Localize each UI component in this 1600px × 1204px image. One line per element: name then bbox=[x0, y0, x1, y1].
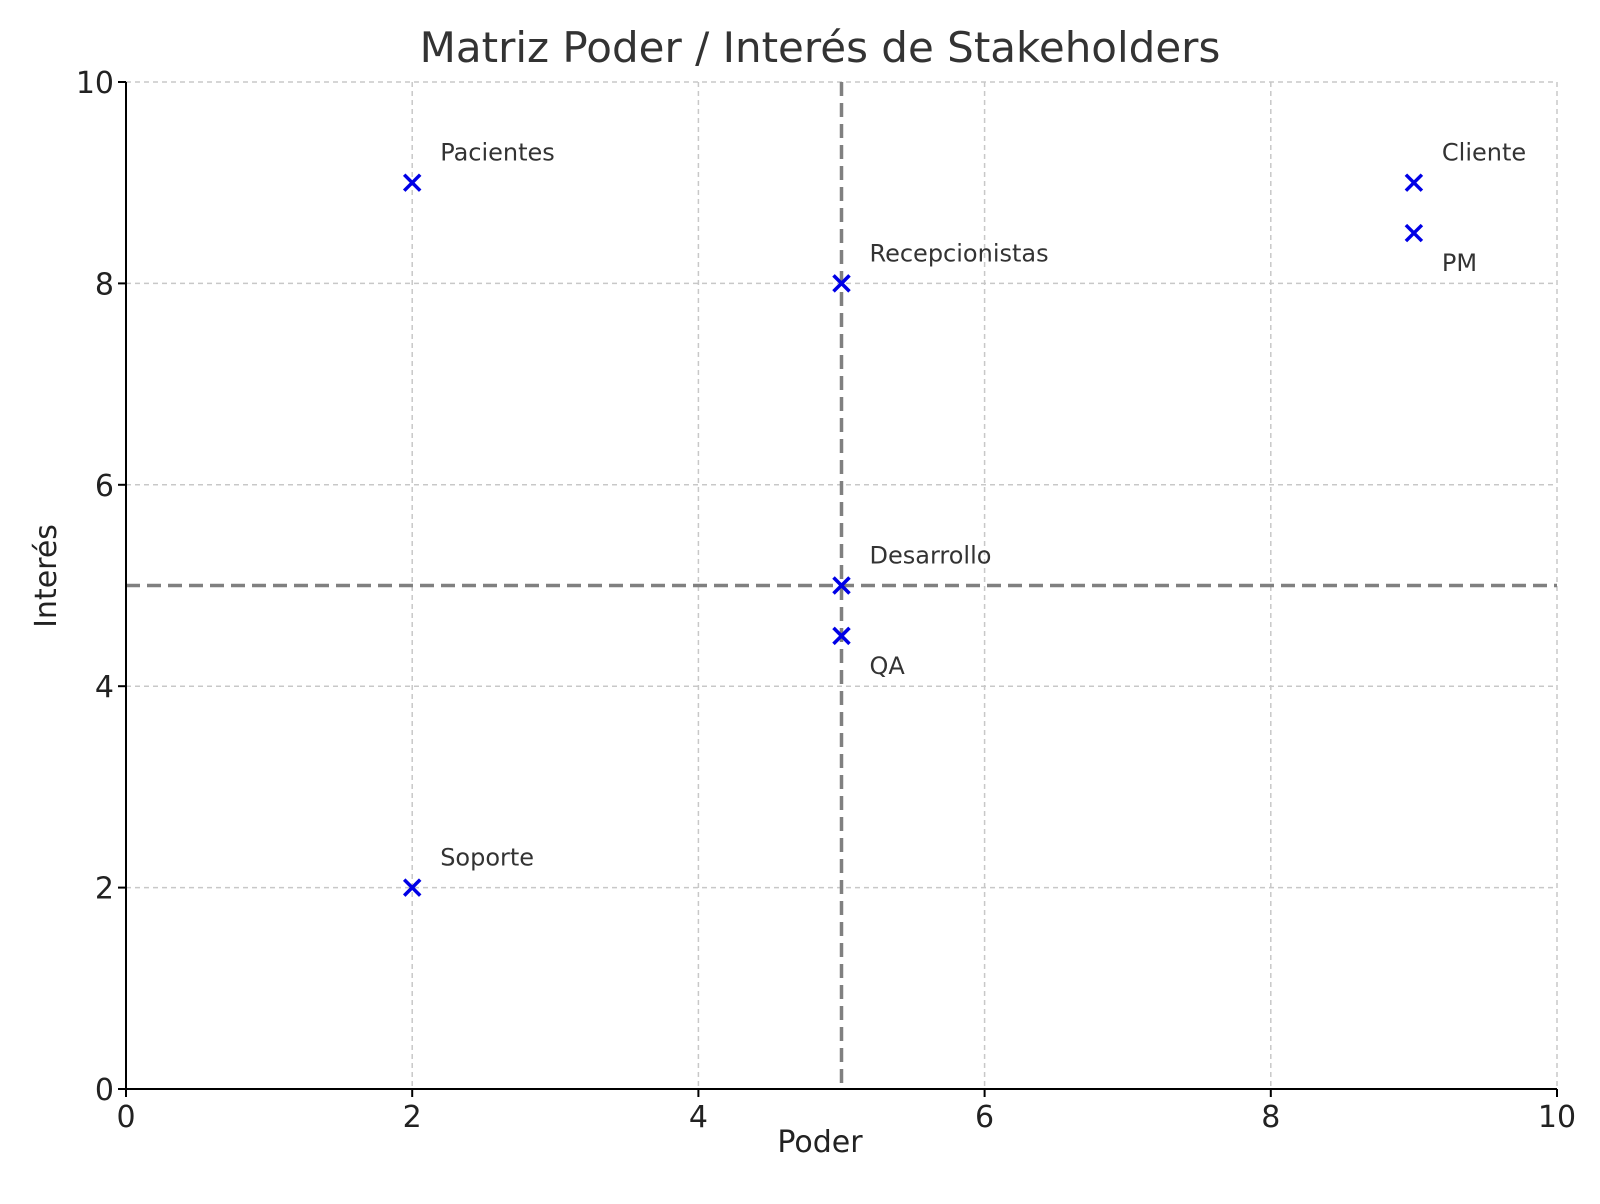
y-axis-label: Interés bbox=[29, 524, 64, 628]
y-tick-label: 4 bbox=[95, 670, 114, 705]
y-tick-label: 8 bbox=[95, 267, 114, 302]
marker-stroke bbox=[832, 626, 851, 646]
point-label-desarrollo: Desarrollo bbox=[870, 542, 992, 570]
point-label-soporte: Soporte bbox=[440, 844, 534, 872]
y-tick-label: 6 bbox=[95, 469, 114, 504]
y-tick-label: 0 bbox=[95, 1073, 114, 1108]
chart-title: Matriz Poder / Interés de Stakeholders bbox=[420, 23, 1221, 72]
marker-stroke bbox=[832, 576, 851, 595]
x-tick-label: 10 bbox=[1538, 1100, 1576, 1135]
data-point-pacientes bbox=[402, 173, 422, 192]
y-tick-label: 10 bbox=[76, 66, 114, 101]
data-points bbox=[402, 173, 1424, 897]
x-tick-label: 2 bbox=[403, 1100, 422, 1135]
data-point-recepcionistas bbox=[832, 274, 851, 293]
data-point-soporte bbox=[402, 878, 422, 897]
data-point-cliente bbox=[1404, 173, 1424, 192]
marker-stroke bbox=[1404, 223, 1424, 243]
point-label-qa: QA bbox=[870, 652, 906, 680]
axes bbox=[125, 82, 1557, 1090]
data-point-qa bbox=[832, 626, 851, 646]
marker-stroke bbox=[1404, 173, 1424, 192]
marker-stroke bbox=[402, 173, 422, 192]
data-point-desarrollo bbox=[832, 576, 851, 595]
y-tick-label: 2 bbox=[95, 872, 114, 907]
point-label-recepcionistas: Recepcionistas bbox=[870, 239, 1049, 267]
x-tick-label: 8 bbox=[1261, 1100, 1280, 1135]
point-label-pacientes: Pacientes bbox=[440, 139, 555, 167]
marker-stroke bbox=[832, 274, 851, 293]
x-axis-label: Poder bbox=[777, 1125, 863, 1160]
data-point-pm bbox=[1404, 223, 1424, 243]
axis-ticks: 0 2 4 6 8 10 0 2 4 6 8 10 bbox=[76, 66, 1576, 1135]
point-labels: Cliente PM Desarrollo QA Recepcionistas Pacie… bbox=[440, 139, 1526, 872]
point-label-cliente: Cliente bbox=[1442, 139, 1526, 167]
point-label-pm: PM bbox=[1442, 249, 1477, 277]
x-tick-label: 0 bbox=[116, 1100, 135, 1135]
x-tick-label: 6 bbox=[975, 1100, 994, 1135]
marker-stroke bbox=[402, 878, 422, 897]
x-tick-label: 4 bbox=[689, 1100, 708, 1135]
